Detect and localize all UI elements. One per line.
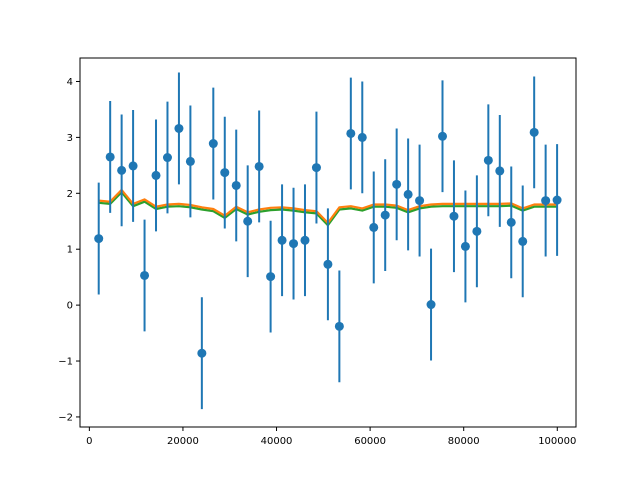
data-point xyxy=(357,132,367,142)
data-point xyxy=(380,210,390,220)
data-point xyxy=(506,217,516,227)
data-point xyxy=(277,235,287,245)
data-point xyxy=(254,161,264,171)
data-point xyxy=(162,153,172,163)
data-point xyxy=(140,270,150,280)
data-point xyxy=(208,139,218,149)
series-layer xyxy=(94,72,562,410)
x-tick-label: 60000 xyxy=(354,436,386,447)
x-tick-label: 80000 xyxy=(448,436,480,447)
y-tick-label: 3 xyxy=(67,133,73,144)
data-point xyxy=(231,180,241,190)
data-point xyxy=(174,123,184,133)
data-point xyxy=(369,222,379,232)
data-point xyxy=(472,226,482,236)
data-point xyxy=(185,156,195,166)
data-point xyxy=(449,211,459,221)
data-point xyxy=(105,152,115,162)
y-tick-label: −1 xyxy=(58,357,73,368)
data-point xyxy=(483,155,493,165)
data-point xyxy=(311,163,321,173)
data-point xyxy=(403,189,413,199)
data-point xyxy=(220,168,230,178)
y-tick-label: −2 xyxy=(58,412,73,423)
x-tick-label: 20000 xyxy=(167,436,199,447)
data-point xyxy=(94,234,104,244)
x-tick-label: 40000 xyxy=(261,436,293,447)
data-point xyxy=(300,235,310,245)
data-point xyxy=(117,165,127,175)
data-point xyxy=(151,170,161,180)
y-tick-label: 2 xyxy=(67,189,73,200)
plot-frame xyxy=(79,57,577,428)
data-point xyxy=(460,241,470,251)
data-point xyxy=(552,195,562,205)
y-tick-label: 1 xyxy=(67,245,73,256)
data-point xyxy=(426,300,436,310)
y-tick-label: 4 xyxy=(67,77,73,88)
data-point xyxy=(197,348,207,358)
data-point xyxy=(392,179,402,189)
data-point xyxy=(518,236,528,246)
data-point xyxy=(128,161,138,171)
data-point xyxy=(334,321,344,331)
ticks-layer: 0 20000 40000 60000 80000 100000 −2 −1 0 1 2 3 4 xyxy=(58,77,576,447)
data-point xyxy=(541,196,551,206)
data-point xyxy=(243,216,253,226)
data-point xyxy=(495,166,505,176)
data-point xyxy=(415,196,425,206)
data-point xyxy=(346,128,356,138)
y-tick-label: 0 xyxy=(67,301,73,312)
data-point xyxy=(289,239,299,249)
x-tick-label: 100000 xyxy=(538,436,576,447)
data-point xyxy=(323,259,333,269)
x-tick-label: 0 xyxy=(86,436,92,447)
data-point xyxy=(529,127,539,137)
data-point xyxy=(266,272,276,282)
data-point xyxy=(438,131,448,141)
